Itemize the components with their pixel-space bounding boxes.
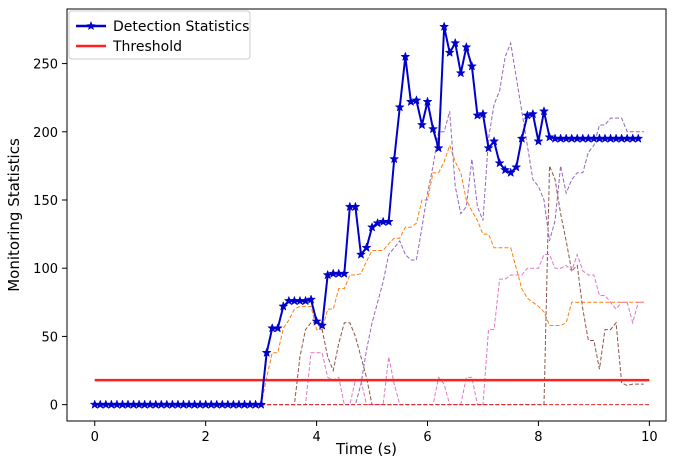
x-tick-label: 10 (641, 430, 658, 445)
y-tick-label: 50 (41, 330, 58, 345)
data-point-star (511, 161, 522, 172)
data-point-star (350, 201, 361, 212)
legend-label-detection: Detection Statistics (113, 19, 249, 35)
data-point-star (516, 133, 527, 143)
series-layer (89, 21, 650, 409)
data-point-star (278, 301, 289, 311)
data-point-star (483, 142, 494, 153)
data-point-star (505, 167, 516, 178)
data-point-star (317, 320, 328, 330)
data-point-star (261, 347, 272, 358)
x-tick-label: 0 (91, 430, 99, 445)
data-point-star (633, 133, 644, 143)
data-point-star (450, 37, 461, 48)
data-point-star (455, 67, 466, 78)
data-point-star (477, 108, 489, 119)
data-point-star (527, 108, 538, 119)
data-point-star (355, 249, 367, 259)
legend-box (68, 10, 251, 60)
y-tick-label: 0 (50, 399, 58, 414)
data-point-star (439, 21, 450, 32)
data-point-star (256, 399, 267, 409)
series-line-4 (261, 41, 644, 406)
data-point-star (538, 106, 550, 116)
series-line-5 (261, 253, 644, 406)
data-point-star (544, 131, 555, 142)
data-point-star (305, 294, 317, 304)
data-point-star (428, 123, 439, 134)
plot-frame (66, 8, 667, 422)
data-point-star (339, 268, 350, 278)
data-point-star (389, 153, 400, 164)
legend-label-threshold: Threshold (112, 39, 182, 55)
x-tick-label: 2 (202, 430, 210, 445)
x-tick-label: 4 (312, 430, 320, 445)
data-point-star (500, 164, 511, 175)
data-point-star (394, 101, 405, 112)
data-point-star (422, 96, 433, 107)
data-point-star (433, 142, 444, 153)
x-tick-label: 8 (534, 430, 542, 445)
legend-star-marker (86, 21, 96, 31)
x-tick-label: 6 (423, 430, 431, 445)
data-point-star (311, 316, 322, 326)
data-point-star (461, 41, 472, 52)
x-axis-title: Time (s) (335, 440, 397, 458)
data-point-star (361, 242, 372, 253)
data-point-star (466, 60, 477, 71)
legend: Detection Statistics Threshold (68, 10, 251, 60)
y-axis-title: Monitoring Statistics (5, 138, 23, 292)
y-tick-label: 200 (33, 126, 58, 141)
y-tick-label: 250 (33, 58, 58, 73)
y-tick-label: 100 (33, 262, 58, 277)
series-line-2 (260, 143, 644, 405)
y-tick-label: 150 (33, 194, 58, 209)
series-line-3 (261, 165, 644, 406)
data-point-star (272, 322, 283, 333)
data-point-star (444, 47, 455, 57)
data-point-star (383, 216, 394, 227)
data-point-star (411, 95, 422, 105)
data-point-star (494, 157, 505, 168)
data-point-star (400, 51, 411, 62)
data-point-star (489, 136, 500, 146)
data-point-star (533, 136, 544, 146)
data-point-star (416, 119, 428, 130)
